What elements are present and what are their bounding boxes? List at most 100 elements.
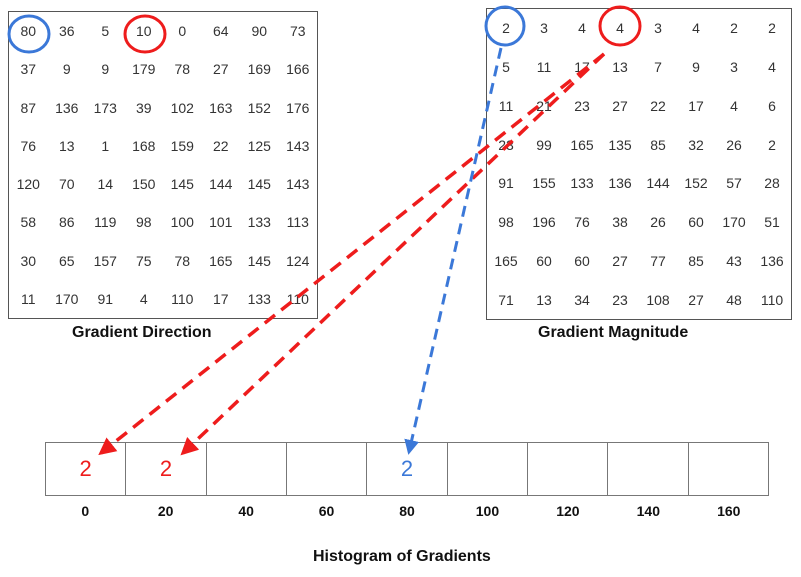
histogram-bin — [608, 443, 689, 495]
magnitude-cell: 133 — [570, 175, 594, 192]
direction-cell: 64 — [212, 23, 229, 40]
magnitude-cell: 98 — [498, 214, 514, 231]
direction-cell: 90 — [251, 23, 268, 40]
direction-cell: 159 — [170, 137, 194, 154]
magnitude-cell: 26 — [650, 214, 666, 231]
magnitude-cell: 60 — [688, 214, 704, 231]
magnitude-cell: 77 — [650, 252, 666, 269]
magnitude-cell: 28 — [764, 175, 780, 192]
direction-cell: 102 — [170, 99, 194, 116]
direction-cell: 113 — [286, 214, 309, 231]
magnitude-cell: 108 — [646, 291, 670, 308]
magnitude-cell: 21 — [536, 97, 552, 114]
histogram-bins: 2 2 2 — [45, 442, 769, 496]
direction-cell: 133 — [247, 214, 271, 231]
histogram-bin: 2 — [46, 443, 127, 495]
magnitude-cell: 60 — [536, 252, 552, 269]
direction-cell: 179 — [132, 61, 156, 78]
gradient-magnitude-caption: Gradient Magnitude — [538, 324, 689, 341]
histogram-bin — [528, 443, 609, 495]
magnitude-cell: 13 — [612, 59, 628, 76]
magnitude-cell: 51 — [764, 214, 780, 231]
histogram-bin — [689, 443, 768, 495]
magnitude-cell: 48 — [726, 291, 742, 308]
direction-cell: 17 — [212, 290, 229, 307]
magnitude-cell: 136 — [760, 252, 784, 269]
direction-cell: 78 — [174, 252, 191, 269]
direction-cell: 176 — [286, 99, 310, 116]
direction-cell: 133 — [247, 290, 271, 307]
histogram-bin-label: 140 — [636, 503, 660, 519]
histogram-bin: 2 — [367, 443, 448, 495]
direction-cell: 13 — [58, 137, 75, 154]
direction-cell: 78 — [174, 61, 191, 78]
direction-cell: 70 — [58, 176, 75, 193]
direction-cell: 87 — [20, 99, 37, 116]
magnitude-cell: 27 — [688, 291, 704, 308]
magnitude-cell: 5 — [502, 59, 510, 76]
direction-cell: 11 — [20, 290, 36, 307]
direction-cell: 143 — [286, 137, 310, 154]
histogram-bin-label: 20 — [157, 503, 174, 519]
direction-cell: 166 — [286, 61, 310, 78]
magnitude-cell: 4 — [578, 20, 586, 37]
direction-cell: 30 — [20, 252, 37, 269]
magnitude-cell: 23 — [612, 291, 628, 308]
magnitude-cell: 3 — [654, 20, 662, 37]
magnitude-cell: 32 — [688, 136, 704, 153]
magnitude-cell: 110 — [760, 291, 784, 308]
direction-cell: 152 — [247, 99, 271, 116]
direction-cell: 73 — [289, 23, 306, 40]
direction-cell: 150 — [132, 176, 156, 193]
histogram-bin-label: 160 — [717, 503, 741, 519]
magnitude-cell: 2 — [730, 20, 738, 37]
histogram-bin — [207, 443, 287, 495]
direction-cell: 80 — [20, 23, 37, 40]
direction-cell: 144 — [209, 176, 233, 193]
direction-cell: 173 — [93, 99, 117, 116]
magnitude-cell: 34 — [574, 291, 590, 308]
magnitude-cell: 3 — [730, 59, 738, 76]
magnitude-cell: 71 — [498, 291, 514, 308]
direction-cell: 1 — [101, 137, 110, 154]
direction-cell: 145 — [247, 252, 271, 269]
magnitude-cell: 27 — [612, 252, 628, 269]
magnitude-cell: 4 — [768, 59, 776, 76]
direction-cell: 145 — [170, 176, 194, 193]
direction-cell: 145 — [247, 176, 271, 193]
histogram-bin-label: 100 — [475, 503, 500, 519]
histogram-caption: Histogram of Gradients — [313, 548, 491, 565]
direction-cell: 37 — [20, 61, 37, 78]
magnitude-cell: 170 — [722, 214, 746, 231]
magnitude-cell: 165 — [494, 252, 518, 269]
direction-cell: 168 — [132, 137, 156, 154]
direction-cell: 165 — [209, 252, 233, 269]
direction-cell: 100 — [170, 214, 194, 231]
direction-cell: 86 — [58, 214, 75, 231]
magnitude-cell: 85 — [688, 252, 704, 269]
direction-cell: 65 — [58, 252, 75, 269]
direction-cell: 76 — [20, 137, 37, 154]
magnitude-cell: 26 — [726, 136, 742, 153]
direction-cell: 101 — [209, 214, 233, 231]
magnitude-cell: 17 — [574, 59, 590, 76]
magnitude-cell: 152 — [684, 175, 708, 192]
direction-cell: 9 — [101, 61, 110, 78]
direction-cell: 10 — [135, 23, 152, 40]
direction-cell: 163 — [209, 99, 233, 116]
magnitude-cell: 76 — [574, 214, 590, 231]
magnitude-cell: 91 — [498, 175, 514, 192]
direction-cell: 170 — [55, 290, 79, 307]
magnitude-cell: 2 — [768, 136, 776, 153]
direction-cell: 143 — [286, 176, 310, 193]
magnitude-cell: 38 — [612, 214, 628, 231]
histogram-bin-label: 120 — [556, 503, 580, 519]
gradient-direction-grid: 80 36 5 10 0 64 90 73 37 9 9 179 78 27 169 166 87 136 173 3… — [8, 11, 318, 319]
direction-cell: 119 — [94, 214, 117, 231]
gradient-direction-caption: Gradient Direction — [72, 324, 212, 341]
magnitude-cell: 4 — [616, 20, 624, 37]
direction-cell: 110 — [171, 290, 194, 307]
histogram-bin-label: 60 — [318, 503, 335, 519]
direction-cell: 27 — [212, 61, 229, 78]
direction-cell: 169 — [247, 61, 271, 78]
